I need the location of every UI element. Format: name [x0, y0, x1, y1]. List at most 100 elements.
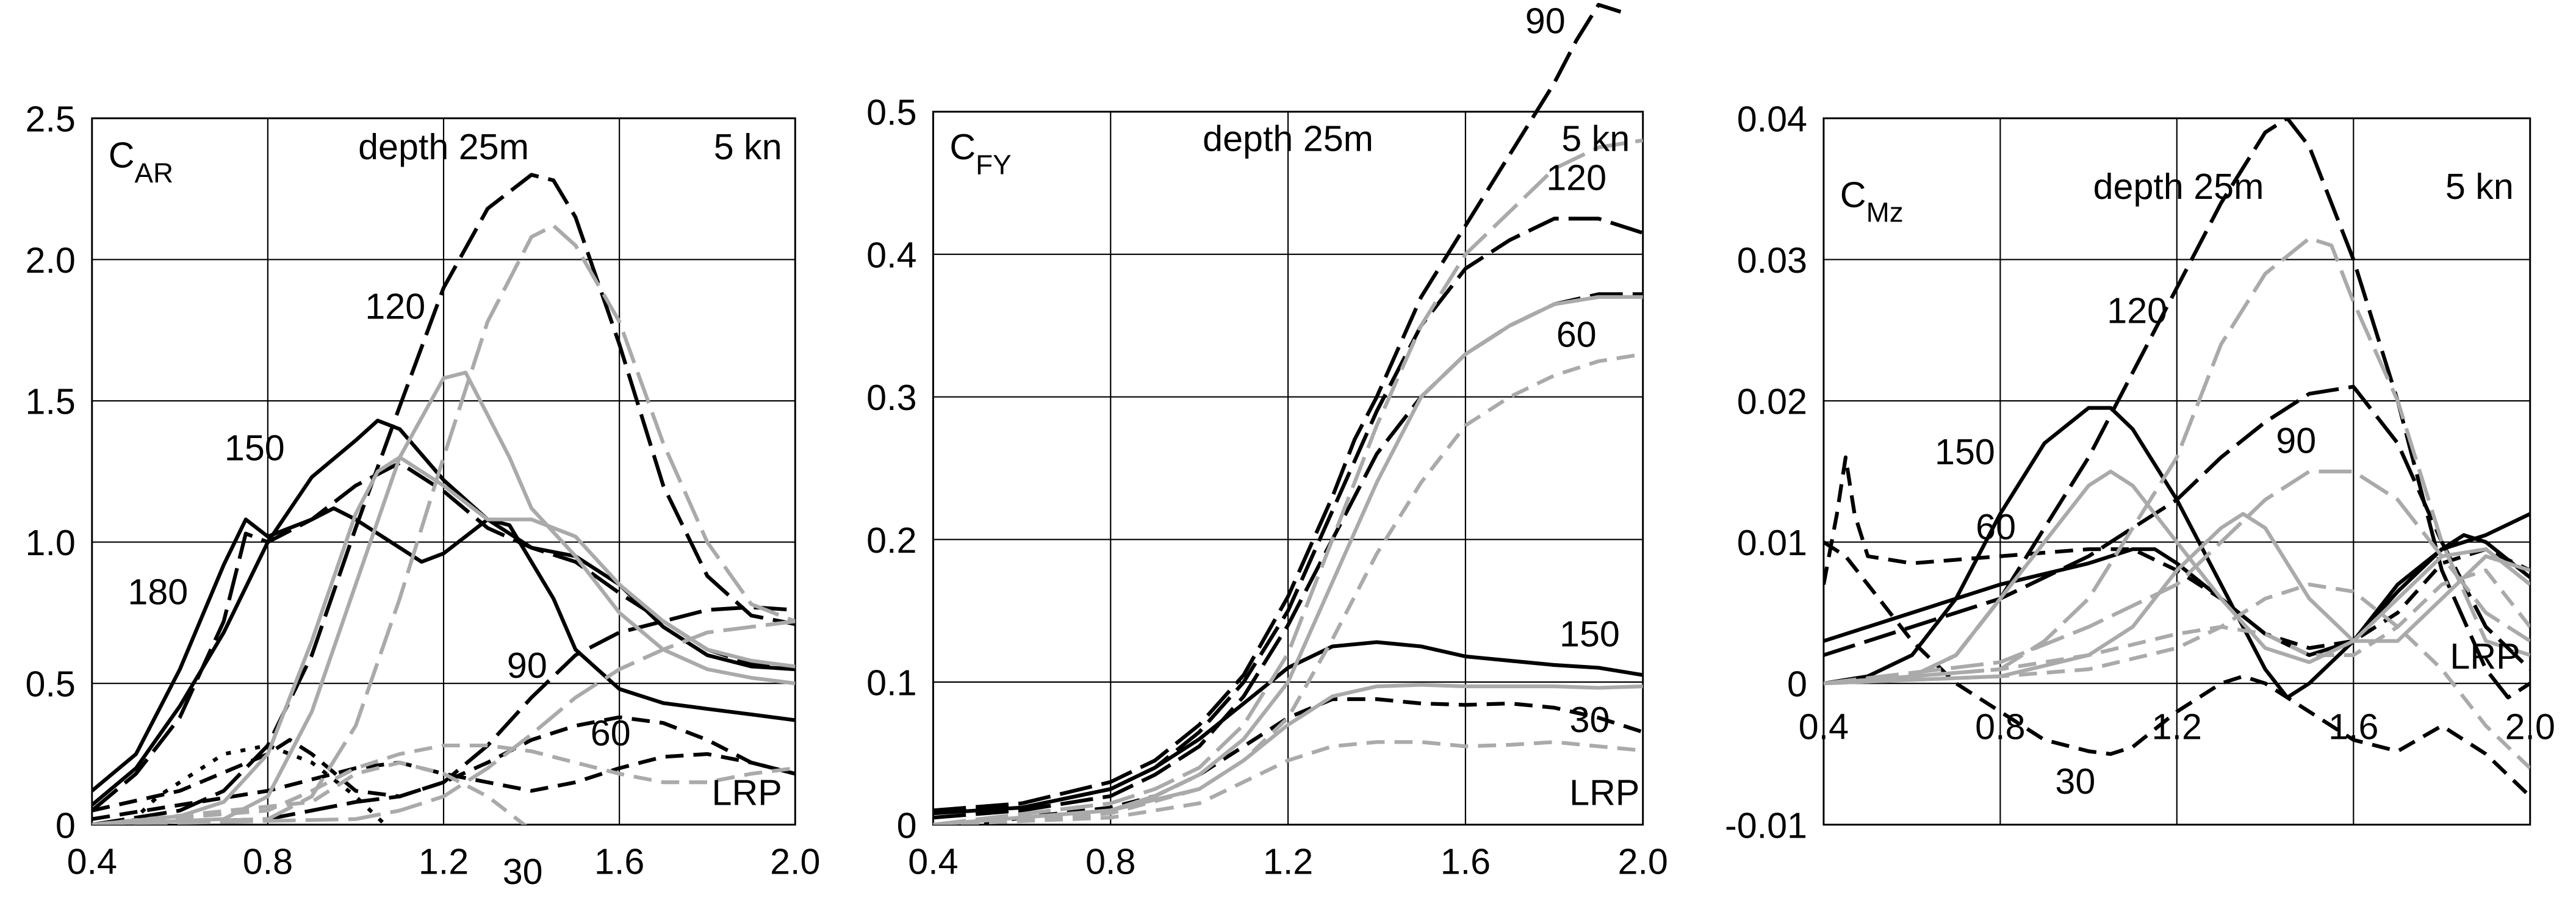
- car-curve-label: 30: [503, 851, 543, 892]
- car-series-line: [92, 752, 796, 821]
- cmz-curve-label: 90: [2276, 420, 2316, 461]
- cfy-series-line: [933, 2, 1622, 813]
- cfy-depth-label: depth 25m: [1203, 118, 1373, 159]
- cmz-x-tick-label: 1.6: [2328, 706, 2378, 747]
- car-series-line: [92, 605, 796, 825]
- cfy-series-line: [933, 640, 1643, 816]
- cfy-series-line: [933, 740, 1643, 825]
- cfy-y-tick-label: 0.4: [866, 234, 916, 275]
- cfy-curve-label: 150: [1560, 614, 1620, 655]
- cmz-series-line: [1823, 236, 2530, 686]
- cmz-x-tick-label: 1.2: [2152, 706, 2202, 747]
- cmz-series-line: [1823, 512, 2530, 686]
- car-series-line: [126, 743, 388, 825]
- car-series-line: [92, 743, 796, 825]
- cfy-gridlines: [932, 111, 1644, 825]
- panel-cfy: 0.4 0.8 1.2 1.6 2.0 0 0.1 0.2 0.3 0.4 0.5 CFY dep…: [866, 1, 1668, 882]
- car-x-tick-label: 2.0: [770, 841, 820, 882]
- cmz-depth-label: depth 25m: [2093, 166, 2264, 207]
- cfy-y-tick-label: 0.2: [866, 520, 916, 561]
- car-curve-label: 90: [507, 645, 547, 686]
- cmz-series-line: [1823, 469, 2530, 686]
- cmz-x-tick-label: 2.0: [2505, 706, 2555, 747]
- car-gridlines: [91, 117, 796, 825]
- cmz-curve-label: 30: [2055, 761, 2095, 802]
- cmz-series-line: [1823, 469, 2530, 686]
- panel-cmz: 0.4 0.8 1.2 1.6 2.0 -0.01 0 0.01 0.02 0.03 0.04 C…: [1725, 98, 2555, 846]
- cmz-series-line: [1823, 568, 2530, 686]
- car-y-tick-label: 2.0: [26, 240, 76, 281]
- car-y-tick-label: 2.5: [26, 98, 76, 139]
- cfy-y-tick-label: 0.3: [866, 377, 916, 418]
- car-series-line: [92, 506, 796, 792]
- car-y-tick-label: 0.5: [26, 664, 76, 705]
- cfy-series-line: [933, 352, 1643, 825]
- car-depth-label: depth 25m: [358, 126, 529, 167]
- cfy-x-tick-label: 0.4: [908, 841, 958, 882]
- cfy-series-group: [933, 2, 1643, 825]
- cfy-x-tick-label: 0.8: [1085, 841, 1135, 882]
- car-y-tick-label: 1.5: [26, 381, 76, 422]
- cmz-x-tick-label: 0.4: [1799, 706, 1849, 747]
- cfy-series-line: [933, 683, 1643, 825]
- car-curve-label: 180: [128, 571, 188, 612]
- car-series-line: [92, 455, 796, 825]
- cmz-series-line: [1823, 384, 2530, 671]
- cfy-curve-label: 30: [1570, 699, 1610, 740]
- cfy-x-tick-labels: 0.4 0.8 1.2 1.6 2.0: [908, 841, 1668, 882]
- cmz-y-tick-labels: -0.01 0 0.01 0.02 0.03 0.04: [1725, 98, 1807, 846]
- car-series-line: [92, 370, 796, 825]
- panel-car: 0.4 0.8 1.2 1.6 2.0 0 0.5 1.0 1.5 2.0 2.5 CAR dep…: [26, 98, 821, 892]
- cmz-series-line: [1823, 540, 2530, 798]
- cmz-y-tick-label: 0.04: [1737, 98, 1807, 139]
- cfy-curve-label: 120: [1546, 157, 1606, 198]
- cmz-series-line: [1823, 455, 2530, 650]
- cfy-series-line: [933, 138, 1643, 825]
- car-coefficient-label: CAR: [109, 135, 173, 189]
- car-series-line: [92, 619, 796, 825]
- car-speed-label: 5 kn: [714, 126, 782, 167]
- cfy-series-line: [933, 295, 1643, 825]
- car-series-line: [92, 223, 796, 825]
- cmz-y-tick-label: 0: [1787, 664, 1807, 705]
- cfy-speed-label: 5 kn: [1561, 118, 1630, 159]
- cmz-coefficient-label: CMz: [1840, 174, 1904, 228]
- car-x-tick-label: 1.6: [594, 841, 644, 882]
- cmz-x-tick-label: 0.8: [1975, 706, 2025, 747]
- cfy-x-tick-label: 1.6: [1441, 841, 1491, 882]
- cfy-y-tick-label: 0.1: [866, 663, 916, 703]
- cmz-y-tick-label: 0.01: [1737, 522, 1807, 563]
- cfy-y-tick-label: 0.5: [866, 92, 916, 133]
- cfy-y-tick-labels: 0 0.1 0.2 0.3 0.4 0.5: [866, 92, 916, 846]
- cmz-curve-label: 120: [2107, 290, 2167, 331]
- car-lrp-label: LRP: [712, 772, 782, 813]
- cmz-y-tick-label: 0.03: [1737, 240, 1807, 281]
- car-plot-frame: [91, 117, 796, 826]
- cmz-lrp-label: LRP: [2450, 636, 2520, 677]
- cmz-curve-labels: 150 60 120 90 30: [1935, 290, 2316, 802]
- cfy-curve-labels: 90 120 60 150 30: [1525, 1, 1620, 740]
- cmz-curve-label: 60: [1976, 506, 2016, 547]
- cfy-curve-label: 60: [1556, 314, 1597, 355]
- cfy-coefficient-label: CFY: [949, 126, 1011, 180]
- cmz-curve-label: 150: [1935, 431, 1995, 472]
- cfy-curve-label: 90: [1525, 1, 1566, 41]
- car-curve-label: 150: [225, 427, 285, 468]
- car-y-tick-label: 1.0: [26, 522, 76, 563]
- car-series-group: [92, 173, 796, 825]
- car-x-tick-labels: 0.4 0.8 1.2 1.6 2.0: [67, 841, 821, 882]
- cfy-x-tick-label: 2.0: [1618, 841, 1668, 882]
- car-series-line: [92, 715, 796, 813]
- cmz-x-tick-labels: 0.4 0.8 1.2 1.6 2.0: [1799, 706, 2555, 747]
- cmz-speed-label: 5 kn: [2445, 166, 2514, 207]
- cfy-x-tick-label: 1.2: [1263, 841, 1313, 882]
- car-y-tick-labels: 0 0.5 1.0 1.5 2.0 2.5: [26, 98, 76, 846]
- car-curve-label: 120: [365, 286, 425, 327]
- car-x-tick-label: 0.4: [67, 841, 117, 882]
- car-y-tick-label: 0: [56, 805, 76, 846]
- car-curve-labels: 180 150 120 90 60 30: [128, 286, 630, 892]
- car-curve-label: 60: [591, 713, 631, 753]
- cfy-plot-frame: [932, 110, 1644, 826]
- cfy-y-tick-label: 0: [897, 805, 917, 846]
